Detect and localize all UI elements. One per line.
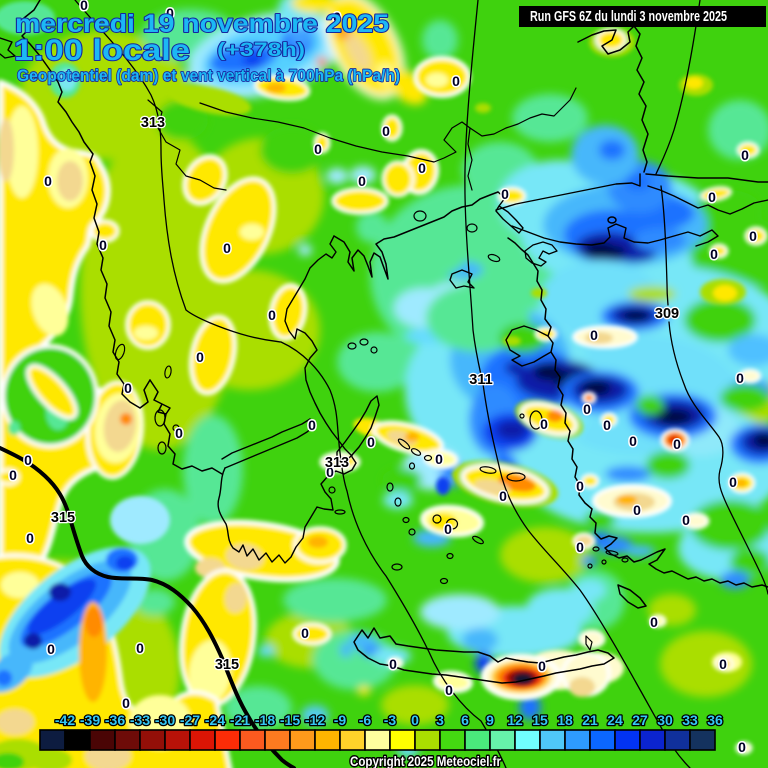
svg-text:0: 0 [444, 521, 452, 537]
svg-text:18: 18 [557, 712, 573, 728]
svg-text:0: 0 [9, 467, 17, 483]
svg-text:0: 0 [435, 451, 443, 467]
svg-text:-6: -6 [359, 712, 372, 728]
svg-text:0: 0 [314, 141, 322, 157]
svg-text:0: 0 [24, 452, 32, 468]
svg-text:0: 0 [741, 147, 749, 163]
svg-text:0: 0 [729, 474, 737, 490]
svg-text:0: 0 [411, 712, 419, 728]
svg-text:0: 0 [633, 502, 641, 518]
svg-text:0: 0 [629, 433, 637, 449]
svg-text:-27: -27 [180, 712, 200, 728]
svg-text:0: 0 [166, 5, 174, 21]
svg-text:-18: -18 [255, 712, 275, 728]
svg-text:-21: -21 [230, 712, 250, 728]
svg-text:0: 0 [382, 123, 390, 139]
svg-text:-30: -30 [155, 712, 175, 728]
svg-text:12: 12 [507, 712, 523, 728]
svg-text:-24: -24 [205, 712, 225, 728]
svg-text:0: 0 [196, 349, 204, 365]
svg-text:-9: -9 [334, 712, 347, 728]
svg-text:27: 27 [632, 712, 648, 728]
svg-text:0: 0 [710, 246, 718, 262]
svg-text:311: 311 [469, 372, 492, 388]
svg-text:-15: -15 [280, 712, 300, 728]
svg-text:0: 0 [538, 658, 546, 674]
svg-text:0: 0 [576, 478, 584, 494]
svg-text:0: 0 [708, 189, 716, 205]
svg-text:0: 0 [673, 436, 681, 452]
svg-text:0: 0 [499, 488, 507, 504]
svg-text:3: 3 [436, 712, 444, 728]
svg-text:0: 0 [682, 512, 690, 528]
svg-text:Geopotentiel (dam) et vent ver: Geopotentiel (dam) et vent vertical à 70… [17, 66, 400, 85]
svg-text:0: 0 [308, 417, 316, 433]
svg-text:-39: -39 [80, 712, 100, 728]
svg-text:-36: -36 [105, 712, 125, 728]
svg-text:313: 313 [141, 115, 165, 131]
svg-text:0: 0 [136, 640, 144, 656]
svg-text:313: 313 [325, 455, 349, 471]
svg-text:-33: -33 [130, 712, 150, 728]
svg-text:0: 0 [650, 614, 658, 630]
svg-text:Copyright 2025 Meteociel.fr: Copyright 2025 Meteociel.fr [350, 754, 502, 768]
svg-text:-42: -42 [55, 712, 75, 728]
svg-text:0: 0 [603, 417, 611, 433]
svg-text:24: 24 [607, 712, 623, 728]
svg-text:309: 309 [655, 306, 679, 322]
svg-text:0: 0 [47, 641, 55, 657]
svg-text:0: 0 [80, 0, 88, 13]
svg-text:0: 0 [540, 416, 548, 432]
svg-text:-3: -3 [384, 712, 397, 728]
svg-text:0: 0 [452, 73, 460, 89]
svg-text:0: 0 [576, 539, 584, 555]
svg-text:6: 6 [461, 712, 469, 728]
svg-text:33: 33 [682, 712, 698, 728]
svg-text:21: 21 [582, 712, 598, 728]
svg-text:0: 0 [175, 425, 183, 441]
svg-text:0: 0 [749, 228, 757, 244]
svg-text:Run GFS 6Z du lundi 3 novembre: Run GFS 6Z du lundi 3 novembre 2025 [530, 9, 727, 25]
svg-text:0: 0 [418, 160, 426, 176]
svg-text:0: 0 [736, 370, 744, 386]
svg-text:0: 0 [333, 9, 341, 25]
svg-text:0: 0 [583, 401, 591, 417]
svg-text:0: 0 [268, 307, 276, 323]
svg-text:0: 0 [301, 625, 309, 641]
svg-text:1:00 locale: 1:00 locale [14, 34, 190, 67]
svg-text:315: 315 [215, 657, 239, 673]
svg-text:(+378h): (+378h) [217, 40, 305, 61]
svg-text:0: 0 [124, 380, 132, 396]
svg-text:0: 0 [719, 656, 727, 672]
svg-text:0: 0 [367, 434, 375, 450]
svg-text:0: 0 [99, 237, 107, 253]
svg-text:15: 15 [532, 712, 548, 728]
svg-text:0: 0 [738, 739, 746, 755]
svg-text:0: 0 [358, 173, 366, 189]
svg-text:0: 0 [122, 695, 130, 711]
svg-text:-12: -12 [305, 712, 325, 728]
svg-text:315: 315 [51, 510, 75, 526]
svg-text:0: 0 [223, 240, 231, 256]
svg-text:36: 36 [707, 712, 723, 728]
svg-text:0: 0 [590, 327, 598, 343]
svg-text:0: 0 [44, 173, 52, 189]
svg-text:9: 9 [486, 712, 494, 728]
svg-text:mercredi 19 novembre 2025: mercredi 19 novembre 2025 [15, 10, 389, 38]
svg-text:0: 0 [26, 530, 34, 546]
svg-text:0: 0 [326, 464, 334, 480]
svg-text:0: 0 [501, 186, 509, 202]
svg-text:0: 0 [445, 682, 453, 698]
svg-text:0: 0 [389, 656, 397, 672]
svg-text:30: 30 [657, 712, 673, 728]
